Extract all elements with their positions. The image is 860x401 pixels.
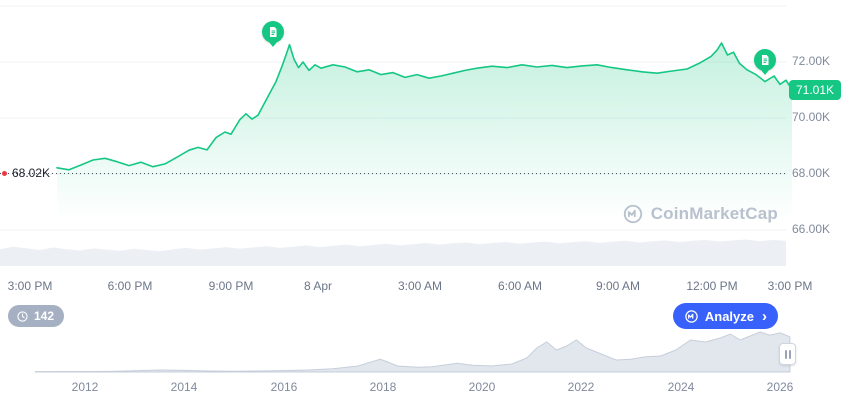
year-axis-label: 2012 bbox=[71, 380, 99, 394]
open-price-marker: 68.02K bbox=[0, 166, 50, 180]
year-axis-label: 2014 bbox=[170, 380, 198, 394]
coinmarketcap-logo-icon bbox=[623, 204, 642, 224]
time-axis-label: 9:00 PM bbox=[208, 279, 254, 293]
main-chart-svg[interactable] bbox=[0, 0, 860, 272]
time-axis-label: 3:00 PM bbox=[767, 279, 813, 293]
current-price-badge: 71.01K bbox=[789, 80, 842, 100]
analyze-label: Analyze bbox=[704, 308, 754, 324]
time-axis-label: 3:00 AM bbox=[397, 279, 443, 293]
year-axis-label: 2024 bbox=[667, 380, 695, 394]
time-axis-label: 9:00 AM bbox=[595, 279, 641, 293]
mini-chart-svg[interactable] bbox=[0, 325, 860, 375]
y-axis-label-72k: 72.00K bbox=[792, 54, 831, 68]
document-icon bbox=[762, 55, 769, 65]
analyze-button[interactable]: Analyze › bbox=[672, 303, 778, 329]
coinmarketcap-watermark: CoinMarketCap bbox=[622, 203, 778, 225]
year-axis-label: 2026 bbox=[766, 380, 794, 394]
time-axis-label: 8 Apr bbox=[303, 279, 333, 293]
chevron-right-icon: › bbox=[762, 307, 767, 325]
y-axis-label-70k: 70.00K bbox=[792, 110, 831, 124]
time-axis-label: 6:00 PM bbox=[107, 279, 153, 293]
year-axis-label: 2016 bbox=[270, 380, 298, 394]
drag-grip-icon bbox=[784, 349, 787, 359]
y-axis-label-68k: 68.00K bbox=[792, 166, 831, 180]
watermark-text: CoinMarketCap bbox=[650, 204, 778, 223]
time-axis-label: 12:00 PM bbox=[686, 279, 738, 293]
open-price-label: 68.02K bbox=[12, 166, 51, 180]
coinmarketcap-logo-icon bbox=[685, 309, 698, 323]
time-axis-label: 3:00 PM bbox=[7, 279, 53, 293]
history-count-badge[interactable]: 142 bbox=[8, 305, 65, 327]
document-icon bbox=[270, 27, 277, 37]
time-axis-label: 6:00 AM bbox=[497, 279, 543, 293]
open-price-dot-icon bbox=[2, 170, 7, 176]
range-handle[interactable] bbox=[779, 343, 796, 365]
history-count: 142 bbox=[34, 309, 55, 323]
clock-history-icon bbox=[17, 310, 28, 322]
year-axis-label: 2018 bbox=[369, 380, 397, 394]
news-annotation-icon[interactable] bbox=[754, 49, 776, 71]
year-axis-label: 2022 bbox=[567, 380, 595, 394]
time-axis: 3:00 PM 6:00 PM 9:00 PM 8 Apr 3:00 AM 6:00 AM… bbox=[0, 279, 860, 295]
year-axis: 2012 2014 2016 2018 2020 2022 2024 2026 bbox=[0, 380, 860, 396]
y-axis-label-66k: 66.00K bbox=[792, 222, 831, 236]
year-axis-label: 2020 bbox=[468, 380, 496, 394]
drag-grip-icon bbox=[788, 349, 791, 359]
news-annotation-icon[interactable] bbox=[262, 21, 284, 43]
